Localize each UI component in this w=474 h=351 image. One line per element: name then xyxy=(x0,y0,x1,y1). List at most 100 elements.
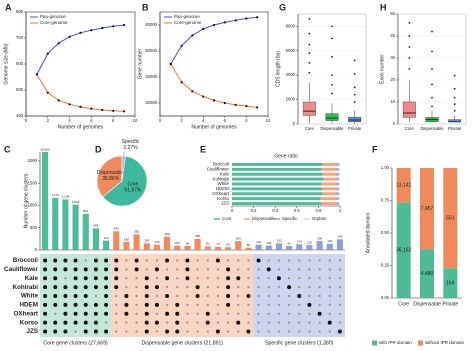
outlier xyxy=(453,87,456,90)
y-tick-label: 400 xyxy=(16,113,24,118)
empty-dot xyxy=(216,285,220,289)
empty-dot xyxy=(216,312,220,315)
y-tick-label: 500 xyxy=(16,87,24,92)
set-dot xyxy=(165,311,170,316)
empty-dot xyxy=(135,277,138,280)
legend-label: Pan-genome xyxy=(174,14,200,19)
set-dot xyxy=(185,258,190,263)
set-dot xyxy=(53,294,58,298)
bar-segment xyxy=(443,268,458,298)
bar xyxy=(82,213,89,250)
bar-segment xyxy=(322,192,337,196)
set-dot xyxy=(43,302,48,307)
empty-dot xyxy=(196,277,199,280)
empty-dot xyxy=(318,285,321,289)
set-dot xyxy=(144,276,149,281)
outlier xyxy=(308,43,311,46)
empty-dot xyxy=(176,277,179,280)
set-dot xyxy=(83,311,88,316)
empty-dot xyxy=(115,312,118,315)
bar-segment xyxy=(336,202,339,206)
row-label: White xyxy=(217,181,229,186)
set-dot xyxy=(93,329,98,334)
x-tick-label: Dispensable xyxy=(413,301,441,307)
value-label: 70 xyxy=(216,242,220,246)
panel-letter: G xyxy=(279,2,286,12)
set-dot xyxy=(307,302,312,307)
empty-dot xyxy=(298,303,301,307)
set-dot xyxy=(317,311,322,316)
outlier xyxy=(331,83,333,86)
empty-dot xyxy=(155,312,159,315)
empty-dot xyxy=(186,285,189,289)
empty-dot xyxy=(206,330,209,333)
y-tick-label: 2000 xyxy=(286,97,296,102)
empty-dot xyxy=(287,321,291,324)
value-label: 811 xyxy=(83,209,88,213)
y-tick-label: 0.50 xyxy=(381,230,390,235)
x-tick-label: Private xyxy=(348,126,362,131)
set-dot xyxy=(83,302,88,307)
set-dot xyxy=(195,285,200,290)
data-point xyxy=(234,19,237,22)
outlier xyxy=(331,37,333,40)
legend-label: Dispensable xyxy=(252,216,276,221)
outlier xyxy=(431,96,433,99)
row-label: White xyxy=(21,293,39,300)
set-dot xyxy=(73,267,78,272)
set-dot xyxy=(43,294,48,298)
set-dot xyxy=(93,267,98,272)
bar xyxy=(214,246,221,250)
empty-dot xyxy=(277,294,281,298)
set-dot xyxy=(93,276,98,281)
bar xyxy=(336,239,343,250)
row-label: Broccoli xyxy=(13,257,38,264)
bar xyxy=(204,246,211,250)
set-dot xyxy=(53,276,58,281)
y-tick-label: 10 xyxy=(390,99,395,104)
value-label: 36,162 xyxy=(396,248,412,254)
set-dot xyxy=(124,302,129,307)
bar-segment xyxy=(232,182,322,186)
empty-dot xyxy=(308,330,311,333)
slice-label: 61.87% xyxy=(124,187,142,193)
set-dot xyxy=(104,258,109,263)
value-label: 150 xyxy=(276,239,281,243)
empty-dot xyxy=(155,330,159,333)
bar xyxy=(42,152,49,251)
set-dot xyxy=(104,302,109,307)
empty-dot xyxy=(287,303,291,307)
value-label: 80 xyxy=(206,242,210,246)
empty-dot xyxy=(257,330,260,333)
empty-dot xyxy=(165,268,169,271)
x-tick-label: 1 xyxy=(339,208,342,213)
empty-dot xyxy=(328,330,331,333)
empty-dot xyxy=(74,330,77,333)
set-dot xyxy=(53,267,58,272)
value-label: 164 xyxy=(446,280,455,286)
set-dot xyxy=(43,320,48,325)
set-dot xyxy=(215,329,220,334)
x-tick-label: Core xyxy=(405,126,415,131)
bar xyxy=(123,241,130,250)
legend-label: with IPR domain xyxy=(379,340,412,345)
set-dot xyxy=(226,302,231,307)
empty-dot xyxy=(125,268,128,271)
data-point xyxy=(112,25,115,28)
empty-dot xyxy=(267,321,270,324)
bar xyxy=(164,236,171,250)
set-dot xyxy=(63,294,68,298)
set-dot xyxy=(144,285,149,290)
set-dot xyxy=(287,285,292,290)
set-dot xyxy=(144,311,149,316)
panel-letter: D xyxy=(95,144,102,154)
empty-dot xyxy=(247,303,250,307)
set-dot xyxy=(154,267,159,272)
row-label: Cauliflower xyxy=(207,167,230,172)
outlier xyxy=(353,72,356,75)
set-dot xyxy=(124,294,129,298)
empty-dot xyxy=(287,259,291,262)
outlier xyxy=(453,109,456,112)
set-dot xyxy=(226,276,231,281)
